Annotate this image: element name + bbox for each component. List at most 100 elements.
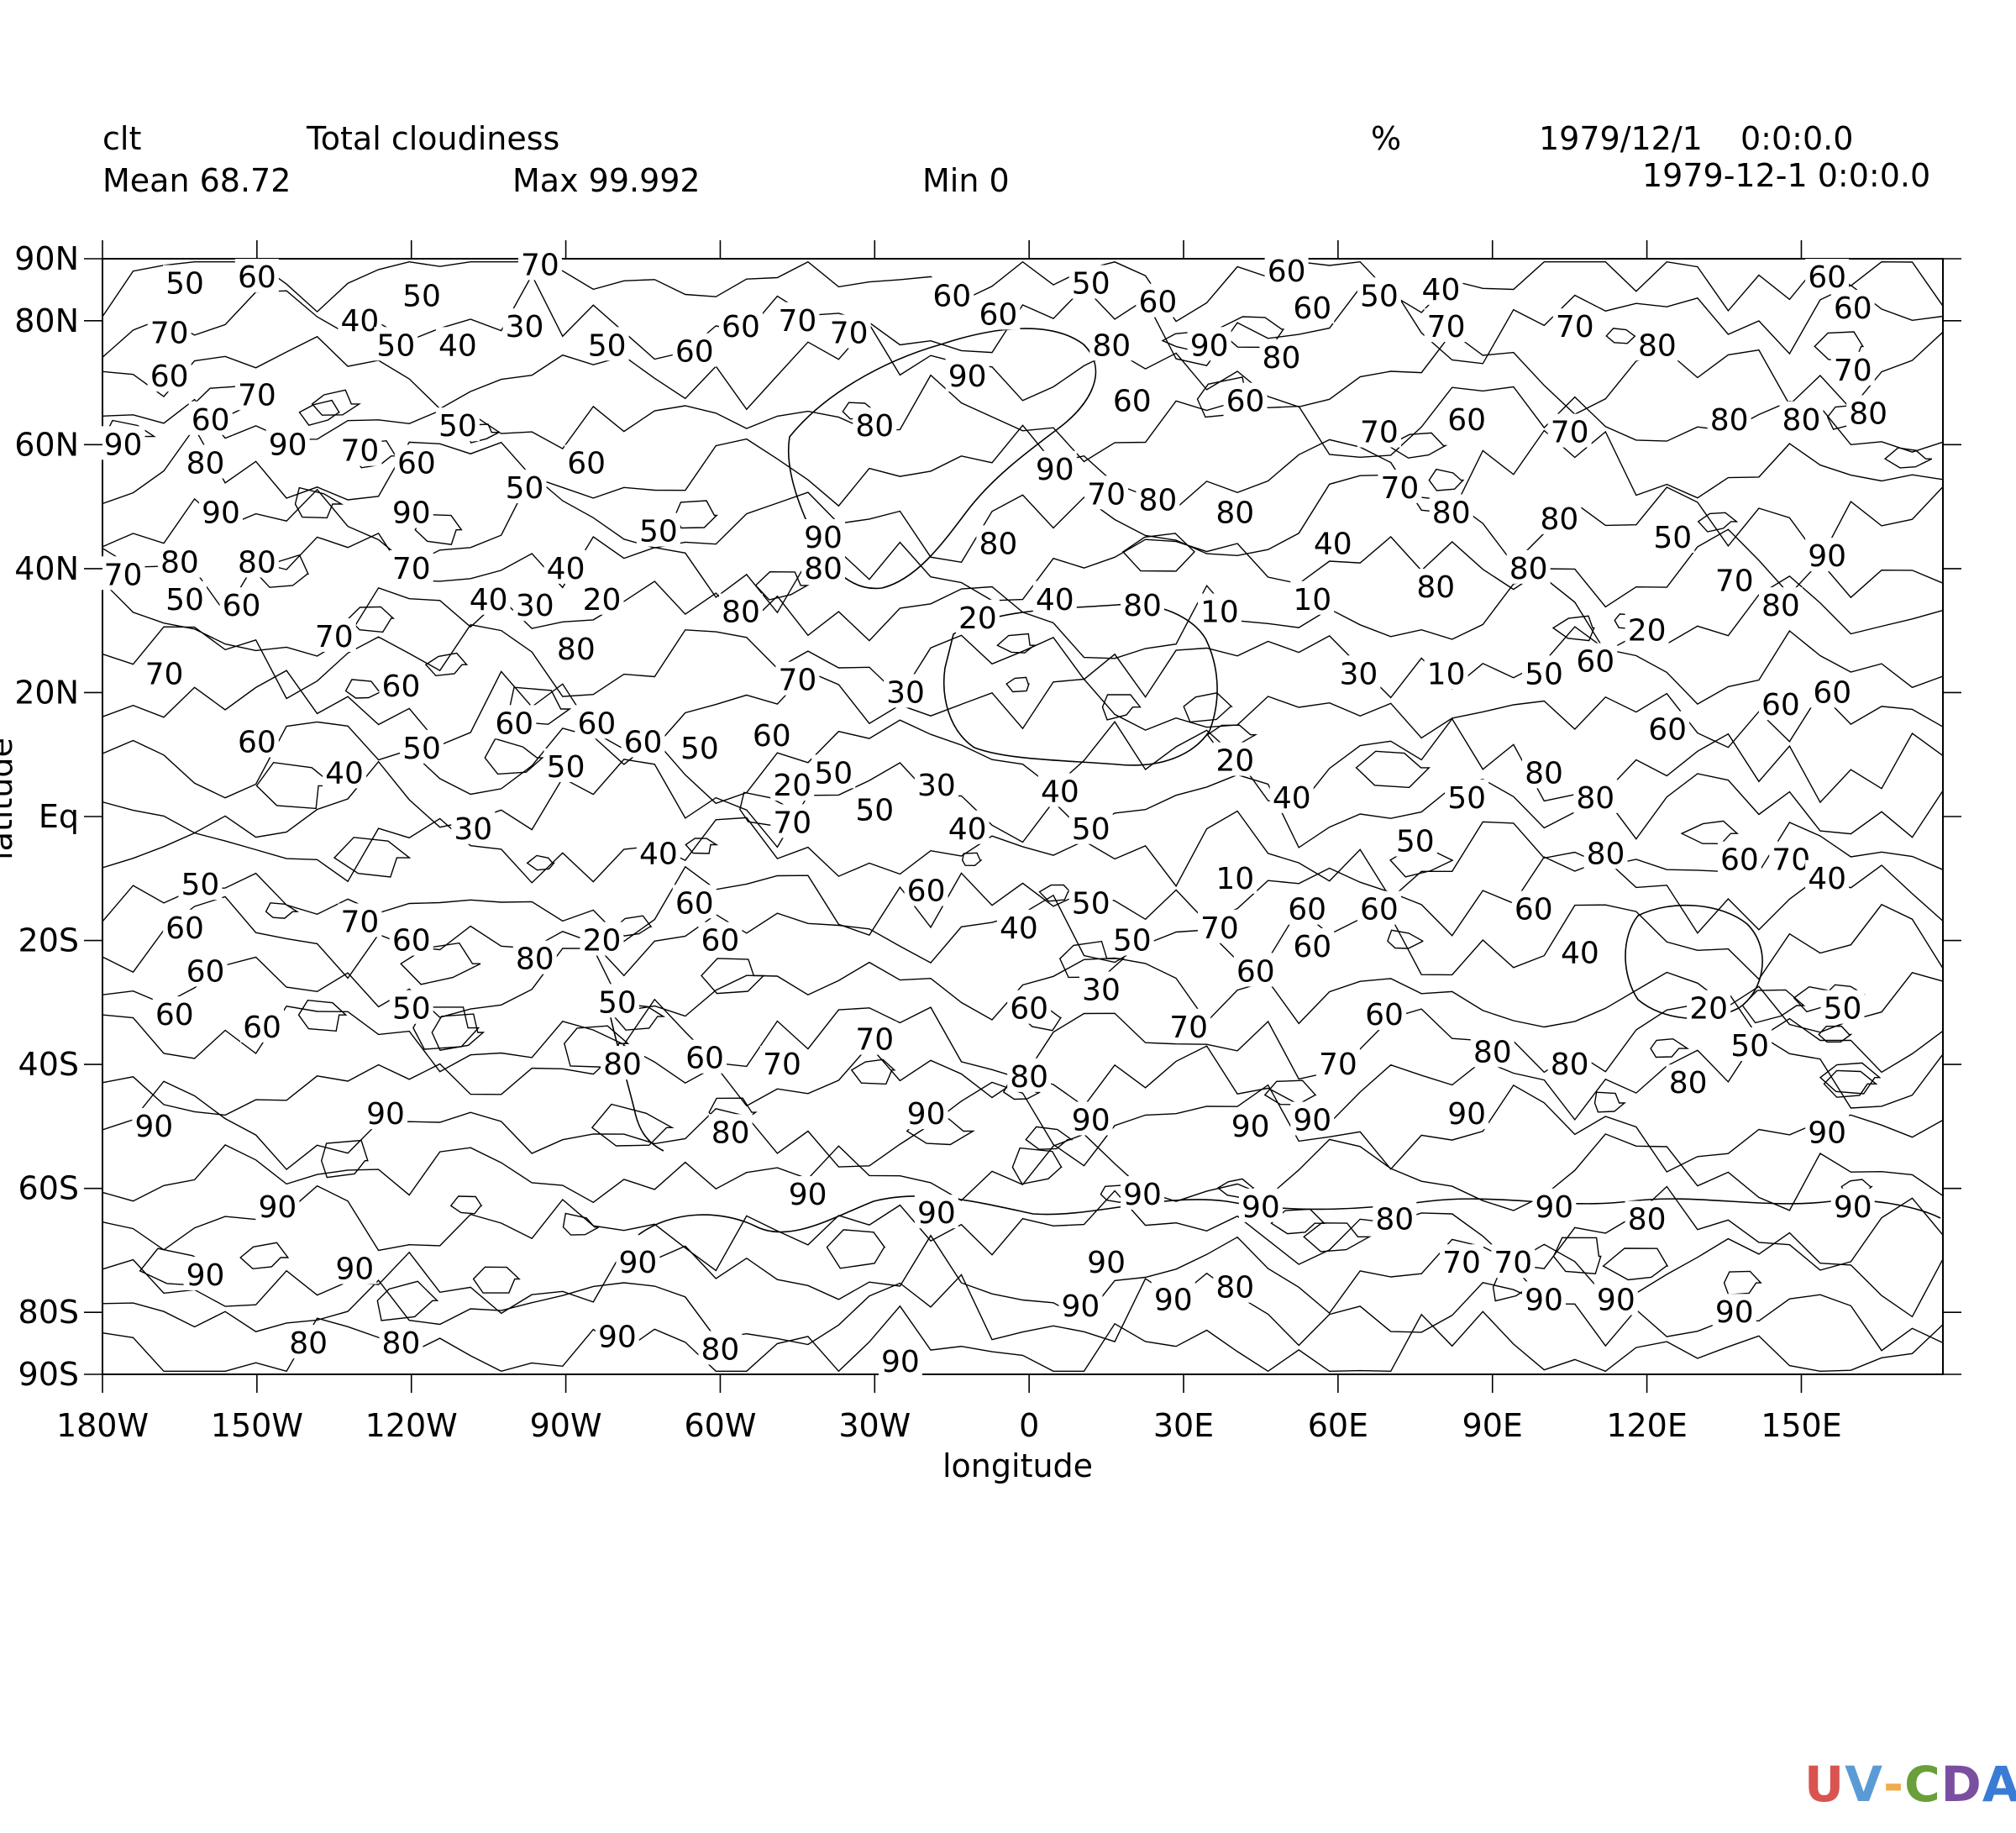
contour-label: 90	[366, 1097, 405, 1132]
contour-label: 40	[438, 328, 477, 363]
contour-label: 20	[773, 769, 811, 803]
contour-label-background	[955, 599, 1000, 633]
contour-label: 60	[238, 260, 276, 295]
contour-label-background	[1439, 1244, 1483, 1279]
contour-label: 80	[979, 527, 1017, 561]
contour-label: 60	[675, 335, 714, 370]
contour-label: 80	[1587, 837, 1625, 871]
contour-label: 50	[1824, 992, 1862, 1027]
units-label: %	[1371, 120, 1402, 157]
contour-label-background	[333, 1250, 377, 1284]
contour-label-background	[1007, 1058, 1052, 1092]
contour-label-background	[323, 754, 367, 789]
contour-label: 90	[202, 496, 240, 530]
contour-label-background	[1522, 1281, 1567, 1316]
contour-label: 50	[1396, 825, 1435, 859]
contour-label: 70	[1087, 477, 1126, 512]
contour-label-background	[595, 984, 639, 1018]
contour-label-background	[1712, 562, 1756, 596]
contour-label-background	[183, 953, 228, 987]
contour-label: 70	[1427, 310, 1466, 344]
x-tick-label: 30W	[838, 1407, 911, 1444]
contour-loop	[850, 1058, 896, 1085]
contour-label: 60	[397, 446, 436, 481]
contour-loop	[685, 838, 719, 854]
contour-label: 40	[470, 583, 508, 617]
contour-label: 90	[1123, 1178, 1162, 1212]
contour-label: 50	[1072, 812, 1110, 847]
contour-label-background	[575, 705, 619, 739]
contour-loop	[1697, 512, 1739, 533]
contour-label-background	[399, 277, 444, 312]
contour-label-background	[1120, 587, 1164, 622]
contour-label-background	[1573, 643, 1618, 677]
contour-label-background	[914, 1195, 958, 1229]
y-tick-label: 40N	[14, 550, 79, 587]
contour-label-background	[1264, 252, 1309, 286]
contour-label: 90	[258, 1190, 297, 1225]
contour-label-background	[1779, 401, 1824, 435]
contour-label: 70	[1319, 1048, 1357, 1082]
contour-label-background	[147, 358, 192, 392]
contour-label-background	[1068, 1101, 1113, 1136]
contour-label-background	[234, 723, 279, 758]
contour-loop	[826, 1229, 886, 1269]
contour-label-background	[1830, 1188, 1875, 1222]
contour-line	[102, 759, 1944, 848]
contour-label: 80	[1375, 1203, 1414, 1237]
contour-label-background	[1646, 711, 1690, 745]
contour-label-background	[183, 444, 228, 479]
contour-label: 70	[778, 304, 816, 339]
contour-label-background	[677, 729, 722, 764]
contour-loop	[1355, 750, 1431, 789]
contour-label-background	[1290, 290, 1335, 324]
contour-label-background	[338, 432, 382, 466]
contour-label-background	[374, 327, 418, 361]
contour-label-background	[1151, 1281, 1195, 1316]
contour-label-background	[101, 556, 145, 591]
contour-label: 80	[1092, 328, 1131, 363]
contour-label-background	[996, 909, 1041, 943]
contour-label-background	[811, 754, 856, 789]
contour-label-background	[1557, 934, 1602, 969]
contour-label: 80	[1473, 1035, 1512, 1069]
contour-line	[102, 670, 1944, 750]
contour-label-background	[580, 580, 624, 615]
y-tick-label: 20S	[18, 922, 79, 959]
contour-label-background	[1068, 885, 1113, 919]
contour-label-background	[1259, 339, 1304, 374]
contour-loop	[1819, 1062, 1882, 1095]
contour-loop	[431, 1013, 486, 1051]
contour-label-background	[554, 630, 598, 664]
contour-label-background	[1197, 593, 1242, 628]
contour-label-background	[672, 885, 717, 919]
contour-label: 80	[603, 1048, 642, 1082]
contour-loop	[1823, 1069, 1878, 1098]
contour-label-background	[1084, 1244, 1129, 1279]
contour-label: 70	[763, 1048, 801, 1082]
x-tick-label: 30E	[1153, 1407, 1214, 1444]
contour-label: 70	[1169, 1011, 1208, 1045]
contour-label-background	[1315, 1046, 1360, 1080]
x-tick-label: 90E	[1462, 1407, 1523, 1444]
contour-label: 40	[1036, 583, 1074, 617]
contour-label-background	[1167, 1008, 1211, 1043]
contour-line	[102, 1080, 1944, 1173]
y-tick-label: Eq	[39, 798, 79, 835]
contour-label: 30	[516, 589, 554, 623]
contour-label: 50	[165, 267, 204, 302]
min-stat: Min 0	[922, 162, 1010, 199]
contour-loop	[996, 633, 1037, 654]
contour-label: 60	[753, 719, 791, 754]
contour-label-background	[1424, 308, 1468, 343]
contour-label: 50	[1447, 781, 1486, 816]
contour-loop	[1593, 1091, 1626, 1113]
contour-label: 80	[1509, 552, 1548, 586]
contour-label: 70	[830, 317, 869, 351]
contour-label-background	[1197, 909, 1242, 943]
contour-label-background	[1547, 1046, 1592, 1080]
contour-label: 80	[1761, 589, 1800, 623]
contour-label: 40	[1041, 775, 1079, 809]
contour-label: 50	[1072, 886, 1110, 921]
